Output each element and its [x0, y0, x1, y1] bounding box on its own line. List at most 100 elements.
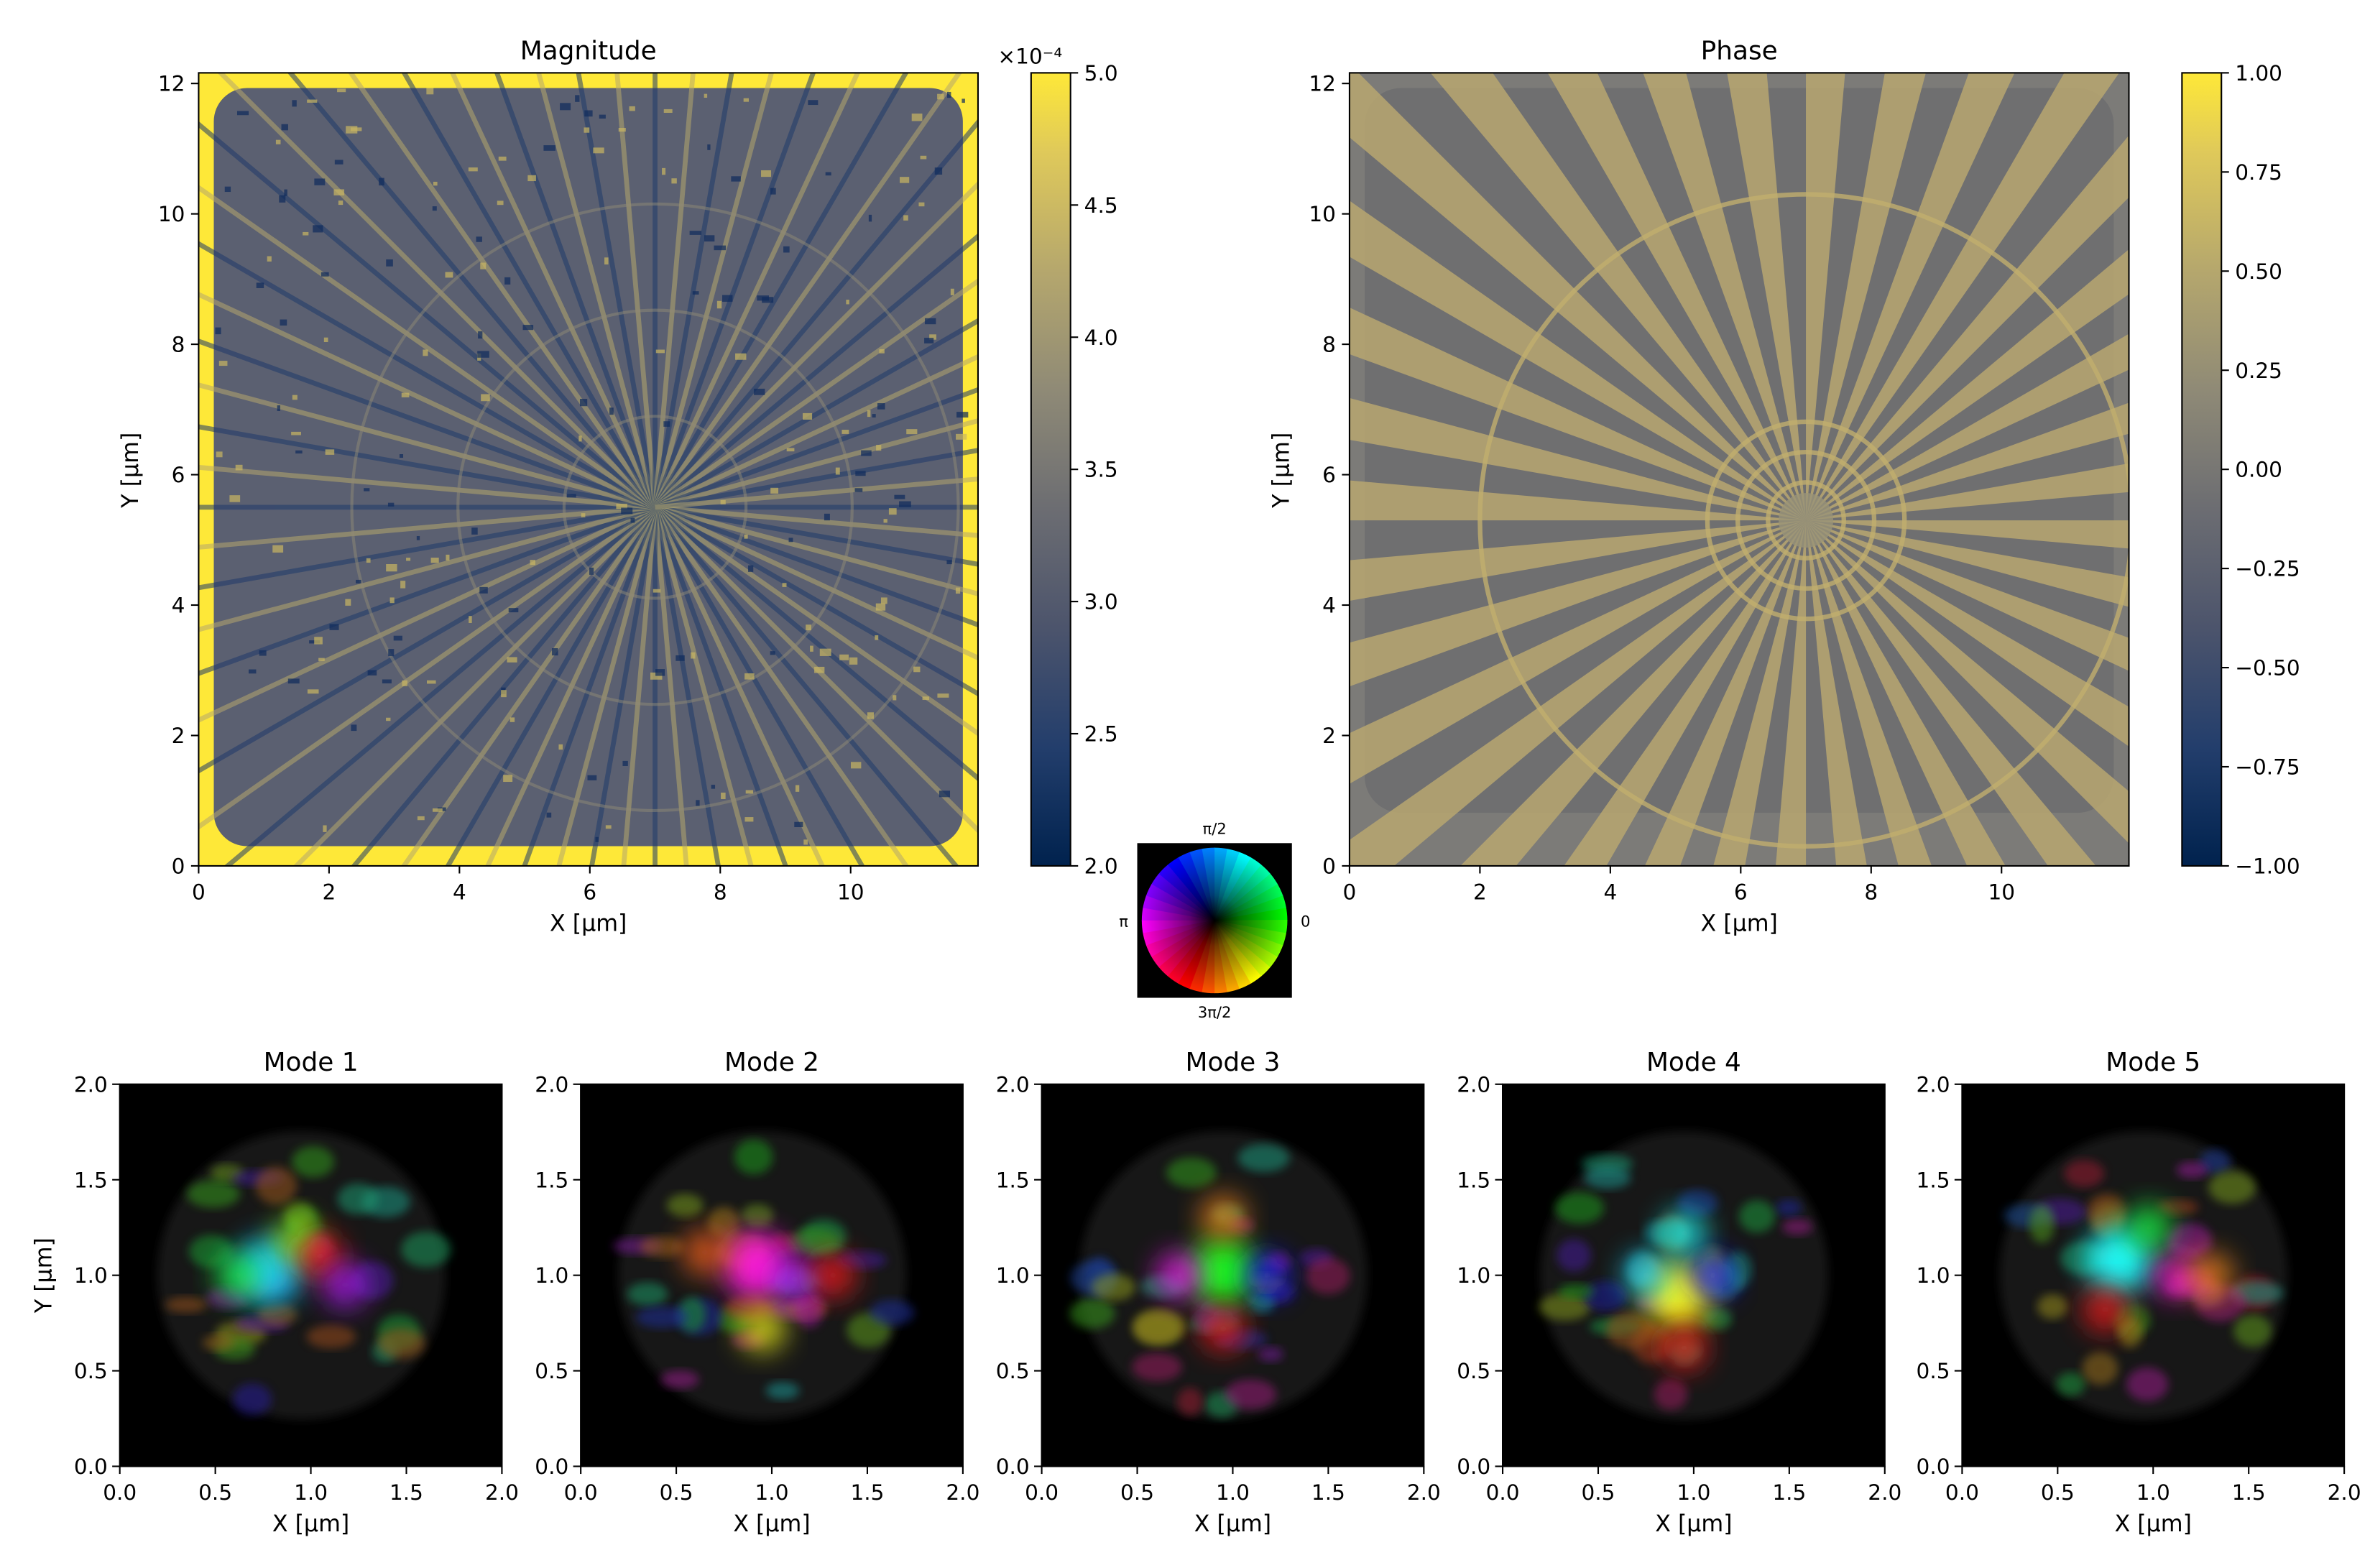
ring	[1705, 419, 1907, 622]
speckle	[875, 603, 886, 611]
phase-rings	[1477, 192, 2129, 849]
mode-speckle	[232, 1383, 272, 1416]
spoke	[198, 185, 657, 509]
spoke	[198, 504, 656, 632]
speckle	[743, 98, 750, 102]
speckle	[802, 412, 813, 420]
phase-colorbar	[2181, 72, 2223, 867]
speckle	[955, 587, 961, 594]
speckle	[427, 680, 436, 684]
speckle	[218, 361, 228, 366]
spoke	[1564, 520, 1807, 866]
spoke	[653, 233, 978, 509]
mode-xlabel: X [µm]	[733, 1511, 810, 1537]
y-tick-label: 10	[158, 202, 185, 226]
speckle	[216, 451, 223, 458]
speckle	[761, 170, 772, 177]
speckle	[855, 471, 866, 476]
mode-image	[119, 1084, 502, 1467]
magnitude-image	[198, 73, 978, 866]
spoke	[1349, 200, 1807, 521]
spoke	[1806, 520, 2129, 549]
speckle	[722, 295, 733, 302]
speckle	[275, 139, 281, 144]
y-tick-label: 1.0	[1917, 1263, 1950, 1288]
speckle	[400, 581, 406, 589]
speckle	[824, 513, 830, 521]
x-tick-label: 1.0	[2136, 1480, 2170, 1505]
speckle	[307, 99, 318, 103]
mode-ylabel: Y [µm]	[32, 1237, 57, 1314]
speckle	[653, 589, 661, 593]
x-tick-label: 0.5	[198, 1480, 232, 1505]
spoke	[654, 504, 978, 567]
spoke	[1460, 520, 1807, 866]
speckle	[757, 295, 770, 301]
speckle	[900, 177, 910, 183]
magnitude-colorbar	[1030, 72, 1071, 867]
spoke	[653, 507, 689, 866]
mode-2-panel: Mode 2 0.0 0.5 1.0 1.5 2.0 0.0 0.5 1.0 1.5 2.0 X [µ…	[535, 1048, 979, 1537]
mode-spot	[322, 1262, 369, 1308]
spoke	[1727, 73, 1807, 521]
mode-speckle	[1306, 1258, 1350, 1295]
mode-speckle	[306, 1324, 356, 1349]
speckle	[406, 558, 411, 561]
speckle	[618, 127, 626, 132]
speckle	[735, 353, 747, 360]
mode-speckle	[1166, 1157, 1217, 1188]
mode-speckle	[186, 1180, 240, 1208]
speckle	[622, 760, 628, 766]
speckle	[956, 433, 967, 440]
colorbar-tick-label: −0.75	[2235, 755, 2300, 780]
mode-speckle	[2176, 1161, 2208, 1179]
colorbar-tick-label: 0.00	[2235, 458, 2282, 482]
speckle	[883, 519, 887, 523]
y-tick-label: 0	[1322, 854, 1336, 878]
speckle	[481, 394, 490, 402]
y-tick-label: 1.0	[74, 1263, 108, 1288]
x-tick-label: 1.5	[1311, 1480, 1345, 1505]
mode-speckle	[2200, 1149, 2231, 1174]
speckle	[692, 291, 699, 295]
spoke	[653, 506, 788, 866]
x-tick-label: 8	[714, 880, 727, 904]
spoke	[1806, 520, 1932, 866]
speckle	[476, 236, 482, 242]
phase-xlabel: X [µm]	[1701, 911, 1778, 937]
speckle	[770, 188, 776, 195]
y-tick-label: 0.5	[535, 1359, 568, 1383]
phase-y-ticks: 0 2 4 6 8 10 12	[1309, 72, 1350, 878]
speckle	[888, 508, 897, 515]
mode-spot	[1200, 1195, 1246, 1241]
y-tick-label: 0.0	[1917, 1454, 1950, 1479]
speckle	[284, 189, 287, 196]
x-tick-label: 0	[192, 880, 206, 904]
speckle	[417, 816, 425, 821]
colorbar-tick-label: 0.25	[2235, 359, 2282, 383]
mode-speckle	[1583, 1281, 1628, 1312]
speckle	[782, 583, 787, 587]
mode-1-panel: Mode 1 0.0 0.5 1.0 1.5 2.0 0.0 0.5 1.0 1.5 2.0 X [µ…	[32, 1048, 519, 1537]
spoke	[522, 506, 658, 866]
speckle	[937, 693, 949, 698]
mode-spot	[739, 1306, 785, 1352]
speckle	[696, 800, 700, 806]
mode-speckle	[627, 1282, 668, 1306]
speckle	[825, 172, 831, 176]
speckle	[867, 712, 874, 719]
speckle	[819, 648, 831, 656]
x-tick-label: 0	[1343, 880, 1357, 904]
spoke	[1430, 73, 1807, 521]
magnitude-xlabel: X [µm]	[550, 911, 627, 937]
spoke	[653, 73, 861, 509]
mode-speckle	[291, 1145, 335, 1178]
speckle	[584, 110, 593, 117]
mode-speckle	[2029, 1204, 2055, 1243]
speckle	[432, 808, 443, 812]
speckle	[783, 246, 790, 253]
mode-speckle	[2233, 1314, 2272, 1347]
speckle	[872, 414, 876, 418]
mode-5-panel: Mode 5 0.0 0.5 1.0 1.5 2.0 0.0 0.5 1.0 1.5 2.0 X [µ…	[1917, 1048, 2361, 1537]
ring	[350, 202, 960, 813]
